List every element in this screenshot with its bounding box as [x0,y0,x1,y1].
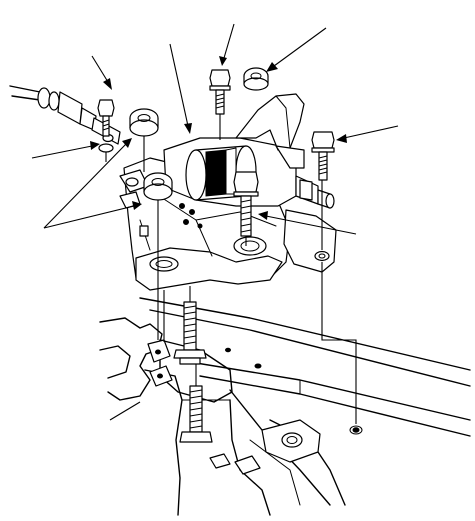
center-bolt [233,171,259,237]
side-bracket [283,209,337,273]
callout-lower-left-arrow [109,401,141,421]
connector-washer [98,143,114,153]
left-nut-1 [129,108,159,137]
callout-bracket-arrow [169,43,192,134]
top-flange-bolt [209,69,231,115]
lower-stud-1 [173,301,207,365]
connector-bolt [97,99,115,137]
callout-connector-bolt-arrow [91,55,112,90]
chassis-frame [99,297,471,516]
top-flange-nut [243,67,269,91]
lower-stud-2 [179,385,213,443]
callout-arrows [31,23,399,421]
callout-nuts-arrows [43,138,142,229]
alignment-lines [105,114,357,424]
callout-center-bolt-arrow [258,211,357,235]
right-bolt [311,131,335,181]
callout-washer-arrow [31,141,100,159]
callout-right-bolt-arrow [336,125,399,143]
callout-top-nut-arrow [266,27,327,72]
callout-top-bolt-arrow [219,23,235,66]
left-nut-2 [143,172,173,201]
